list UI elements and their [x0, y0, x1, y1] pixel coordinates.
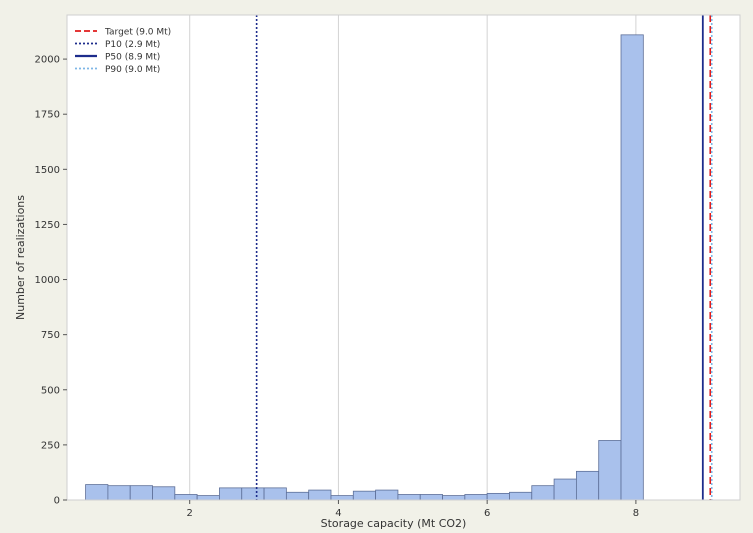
y-tick-label: 1250 — [35, 220, 60, 231]
x-tick-label: 8 — [633, 508, 639, 519]
histogram-bar — [219, 487, 243, 501]
histogram-bar — [620, 34, 644, 501]
histogram-bar — [330, 495, 354, 501]
y-tick-label: 750 — [41, 330, 60, 341]
histogram-bar — [598, 440, 622, 501]
histogram-bar — [397, 494, 421, 501]
legend: Target (9.0 Mt) P10 (2.9 Mt) P50 (8.9 Mt) P… — [75, 28, 171, 75]
x-tick-label: 4 — [335, 508, 341, 519]
y-tick-label: 1750 — [35, 110, 60, 121]
legend-label: Target (9.0 Mt) — [104, 28, 171, 38]
histogram-bar — [107, 485, 131, 501]
reference-lines — [255, 15, 713, 500]
histogram-bar — [419, 494, 443, 501]
histogram-bar — [196, 495, 220, 501]
y-tick-label: 250 — [41, 440, 60, 451]
histogram-bar — [553, 478, 577, 501]
histogram-bar — [241, 487, 265, 501]
histogram-bar — [152, 486, 176, 501]
histogram-bar — [464, 494, 488, 501]
y-tick-label: 1500 — [35, 165, 60, 176]
histogram-bar — [308, 489, 332, 501]
plot-frame — [66, 14, 741, 501]
histogram-bar — [285, 491, 310, 501]
histogram-bar — [375, 489, 399, 501]
y-tick-label: 2000 — [35, 55, 60, 66]
legend-label: P90 (9.0 Mt) — [105, 65, 160, 75]
y-tick-label: 500 — [41, 385, 60, 396]
histogram-bar — [85, 484, 109, 501]
histogram-bars — [85, 34, 644, 501]
x-tick-label: 2 — [187, 508, 193, 519]
legend-label: P10 (2.9 Mt) — [105, 40, 160, 50]
histogram-bar — [575, 470, 600, 501]
histogram-bar — [352, 490, 377, 501]
histogram-bar — [263, 487, 287, 501]
histogram-bar — [442, 495, 466, 501]
histogram-bar — [129, 485, 153, 501]
histogram-bar — [531, 485, 555, 501]
histogram-bar — [509, 491, 533, 501]
y-tick-label: 0 — [54, 496, 60, 507]
x-axis-label: Storage capacity (Mt CO2) — [321, 517, 467, 529]
x-axis-ticks: 2 4 6 8 — [187, 500, 639, 519]
x-tick-label: 6 — [484, 508, 490, 519]
histogram-bar — [486, 492, 510, 501]
y-axis-ticks: 0 250 500 750 1000 1250 1500 1750 2000 — [35, 55, 67, 507]
y-tick-label: 1000 — [35, 275, 60, 286]
y-axis-label: Number of realizations — [14, 195, 27, 320]
legend-label: P50 (8.9 Mt) — [105, 53, 160, 63]
histogram-bar — [174, 494, 198, 501]
